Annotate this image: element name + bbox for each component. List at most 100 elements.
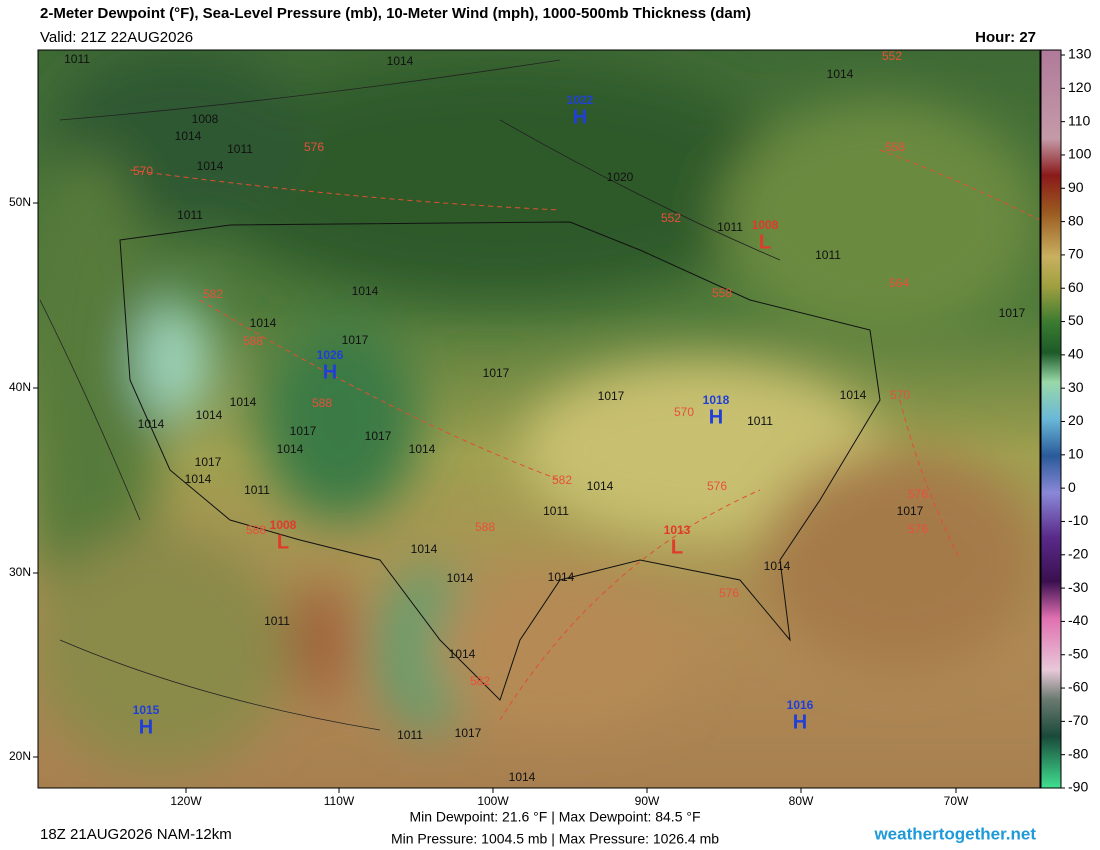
thickness-label: 582 — [203, 287, 223, 301]
forecast-hour: Hour: 27 — [975, 29, 1036, 46]
pressure-range: Min Pressure: 1004.5 mb | Max Pressure: … — [391, 831, 719, 847]
center-symbol: H — [139, 716, 153, 738]
isobar-label: 1014 — [548, 570, 575, 584]
isobar-label: 1011 — [177, 208, 203, 222]
colorbar-label: -20 — [1068, 545, 1088, 561]
colorbar-label: -80 — [1068, 745, 1088, 761]
center-symbol: H — [709, 406, 723, 428]
colorbar-label: -90 — [1068, 779, 1088, 795]
lon-label: 70W — [944, 794, 969, 808]
colorbar-label: 80 — [1068, 212, 1084, 228]
isobar-label: 1014 — [764, 559, 791, 573]
isobar-label: 1014 — [447, 571, 474, 585]
isobar-label: 1014 — [411, 542, 438, 556]
thickness-label: 582 — [552, 473, 572, 487]
thickness-label: 588 — [246, 523, 266, 537]
lat-label: 30N — [9, 565, 31, 579]
center-symbol: H — [573, 106, 587, 128]
thickness-label: 576 — [304, 140, 324, 154]
dewpoint-range: Min Dewpoint: 21.6 °F | Max Dewpoint: 84… — [409, 809, 700, 825]
isobar-label: 1011 — [64, 52, 90, 66]
isobar-label: 1014 — [840, 388, 867, 402]
center-symbol: L — [277, 531, 289, 553]
isobar-label: 1014 — [277, 442, 304, 456]
colorbar-label: 10 — [1068, 446, 1084, 462]
valid-time: Valid: 21Z 22AUG2026 — [40, 29, 193, 46]
center-value: 1008 — [752, 218, 779, 232]
isobar-label: 1008 — [192, 112, 219, 126]
thickness-label: 552 — [661, 211, 681, 225]
center-value: 1008 — [270, 518, 297, 532]
title: 2-Meter Dewpoint (°F), Sea-Level Pressur… — [40, 5, 751, 22]
colorbar-label: 90 — [1068, 179, 1084, 195]
thickness-label: 552 — [882, 49, 902, 63]
lon-label: 90W — [635, 794, 660, 808]
thickness-label: 558 — [885, 140, 905, 154]
isobar-label: 1017 — [999, 306, 1026, 320]
lat-label: 50N — [9, 195, 31, 209]
center-symbol: L — [671, 536, 683, 558]
model-run: 18Z 21AUG2026 NAM-12km — [40, 826, 232, 843]
colorbar-label: 50 — [1068, 312, 1084, 328]
thickness-lines — [129, 149, 1040, 721]
isobar-label: 1011 — [543, 504, 569, 518]
map-field — [38, 50, 1040, 788]
colorbar-label: -40 — [1068, 612, 1088, 628]
colorbar-label: -70 — [1068, 712, 1088, 728]
isobar-label: 1017 — [483, 366, 510, 380]
isobar-label: 1014 — [175, 129, 202, 143]
center-symbol: H — [793, 711, 807, 733]
thickness-label: 576 — [719, 586, 739, 600]
colorbar-label: 120 — [1068, 79, 1092, 95]
center-value: 1015 — [133, 703, 160, 717]
isobar-label: 1014 — [197, 159, 224, 173]
isobar-label: 1017 — [598, 389, 625, 403]
isobar-label: 1014 — [387, 54, 414, 68]
thickness-label: 576 — [908, 487, 928, 501]
lon-label: 110W — [324, 794, 355, 808]
isobar-label: 1014 — [250, 316, 277, 330]
thickness-label: 588 — [475, 520, 495, 534]
colorbar-label: 110 — [1068, 112, 1091, 128]
isobar-label: 1014 — [587, 479, 614, 493]
thickness-label: 564 — [889, 276, 909, 290]
lon-label: 120W — [170, 794, 202, 808]
thickness-label: 582 — [470, 674, 490, 688]
center-value: 1018 — [703, 393, 730, 407]
colorbar-label: -60 — [1068, 679, 1088, 695]
thickness-label: 576 — [908, 522, 928, 536]
isobar-label: 1014 — [509, 770, 536, 784]
center-value: 1016 — [787, 698, 814, 712]
center-symbol: H — [323, 361, 337, 383]
isobar-label: 1014 — [196, 408, 223, 422]
colorbar-label: 100 — [1068, 146, 1092, 162]
isobar-label: 1014 — [230, 395, 257, 409]
isobar-label: 1017 — [897, 504, 924, 518]
center-value: 1026 — [317, 348, 344, 362]
isobar-label: 1011 — [747, 414, 773, 428]
thickness-label: 558 — [712, 286, 732, 300]
isobar-label: 1011 — [227, 142, 253, 156]
isobar-label: 1014 — [185, 472, 212, 486]
isobar-label: 1011 — [244, 483, 270, 497]
colorbar-label: 40 — [1068, 346, 1084, 362]
isobar-label: 1020 — [607, 170, 634, 184]
isobar-label: 1011 — [717, 220, 743, 234]
isobar-label: 1014 — [409, 442, 436, 456]
isobar-label: 1014 — [827, 67, 854, 81]
isobar-label: 1011 — [264, 614, 290, 628]
isobar-label: 1014 — [352, 284, 379, 298]
thickness-label: 588 — [243, 334, 263, 348]
thickness-label: 570 — [133, 164, 153, 178]
lon-label: 100W — [477, 794, 509, 808]
colorbar-label: -50 — [1068, 645, 1088, 661]
field-blobs — [38, 50, 1040, 770]
colorbar-label: 60 — [1068, 279, 1084, 295]
colorbar-label: 30 — [1068, 379, 1084, 395]
thickness-label: 576 — [707, 479, 727, 493]
center-symbol: L — [759, 231, 771, 253]
brand[interactable]: weathertogether.net — [873, 824, 1036, 843]
colorbar-label: 70 — [1068, 246, 1084, 262]
